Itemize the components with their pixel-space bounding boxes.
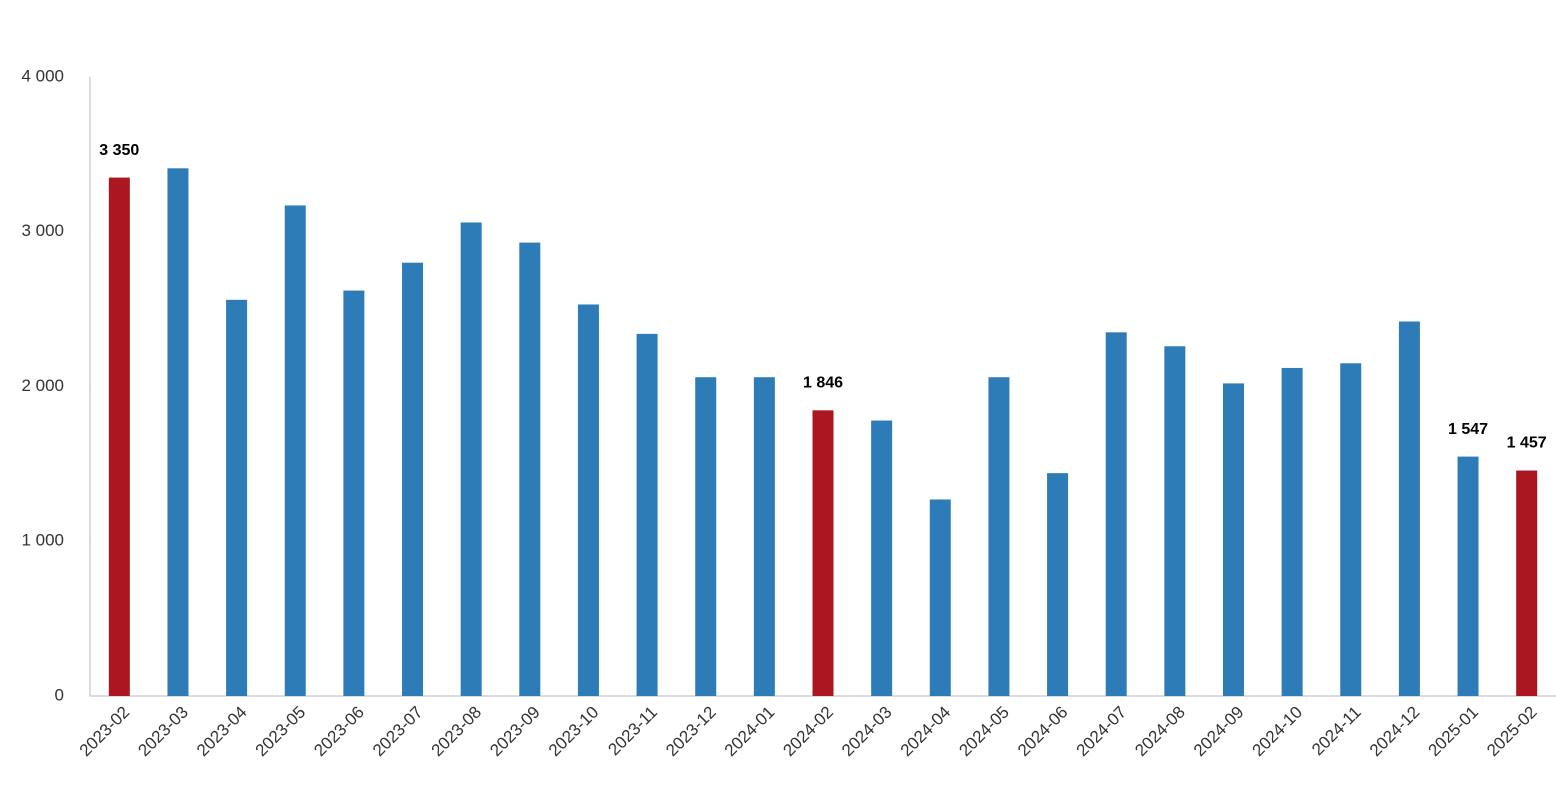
y-tick-label: 1 000 bbox=[21, 531, 64, 550]
y-tick-label: 4 000 bbox=[21, 66, 64, 85]
x-tick-label: 2024-07 bbox=[1073, 703, 1131, 761]
x-tick-label: 2023-03 bbox=[134, 703, 192, 761]
bar bbox=[519, 242, 541, 696]
bar bbox=[1457, 456, 1479, 696]
x-tick-label: 2025-01 bbox=[1424, 703, 1482, 761]
bar bbox=[1105, 332, 1127, 696]
bar bbox=[753, 377, 775, 696]
x-tick-label: 2024-01 bbox=[721, 703, 779, 761]
x-tick-label: 2025-02 bbox=[1483, 703, 1541, 761]
x-tick-label: 2023-10 bbox=[545, 703, 603, 761]
y-tick-label: 3 000 bbox=[21, 221, 64, 240]
x-tick-label: 2023-02 bbox=[76, 703, 134, 761]
x-tick-label: 2024-04 bbox=[897, 703, 955, 761]
value-label: 1 457 bbox=[1507, 435, 1547, 452]
x-tick-label: 2023-04 bbox=[193, 703, 251, 761]
x-tick-label: 2024-12 bbox=[1366, 703, 1424, 761]
x-tick-label: 2023-08 bbox=[428, 703, 486, 761]
bar bbox=[1340, 363, 1362, 696]
x-tick-label: 2023-12 bbox=[662, 703, 720, 761]
bar bbox=[343, 290, 365, 696]
bar bbox=[871, 420, 893, 696]
bar bbox=[1516, 470, 1538, 696]
bar bbox=[577, 304, 599, 696]
x-tick-label: 2023-11 bbox=[604, 703, 661, 760]
x-tick-label: 2024-06 bbox=[1014, 703, 1072, 761]
x-tick-label: 2023-09 bbox=[486, 703, 544, 761]
x-tick-label: 2024-10 bbox=[1249, 703, 1307, 761]
bar bbox=[1281, 367, 1303, 696]
bar bbox=[284, 205, 306, 696]
x-tick-label: 2023-07 bbox=[369, 703, 427, 761]
bar bbox=[695, 377, 717, 696]
x-tick-label: 2024-09 bbox=[1190, 703, 1248, 761]
bar bbox=[1398, 321, 1420, 696]
bar bbox=[402, 262, 424, 696]
bar bbox=[929, 499, 951, 696]
bar bbox=[1222, 383, 1244, 696]
value-label: 3 350 bbox=[99, 142, 139, 159]
x-tick-label: 2024-03 bbox=[838, 703, 896, 761]
bar bbox=[812, 410, 834, 696]
y-tick-label: 2 000 bbox=[21, 376, 64, 395]
bar bbox=[226, 299, 248, 696]
x-tick-label: 2023-05 bbox=[252, 703, 310, 761]
bar bbox=[108, 177, 130, 696]
y-tick-label: 0 bbox=[55, 685, 64, 704]
x-tick-label: 2024-05 bbox=[955, 703, 1013, 761]
x-tick-label: 2024-08 bbox=[1131, 703, 1189, 761]
bar bbox=[1047, 473, 1069, 696]
x-tick-label: 2024-11 bbox=[1308, 703, 1365, 760]
value-label: 1 547 bbox=[1448, 421, 1488, 438]
value-label: 1 846 bbox=[803, 375, 843, 392]
bar bbox=[460, 222, 482, 696]
bar bbox=[167, 168, 189, 697]
x-tick-label: 2024-02 bbox=[779, 703, 837, 761]
x-tick-label: 2023-06 bbox=[310, 703, 368, 761]
bar bbox=[1164, 346, 1186, 696]
bar bbox=[988, 377, 1010, 696]
bar bbox=[636, 333, 658, 696]
